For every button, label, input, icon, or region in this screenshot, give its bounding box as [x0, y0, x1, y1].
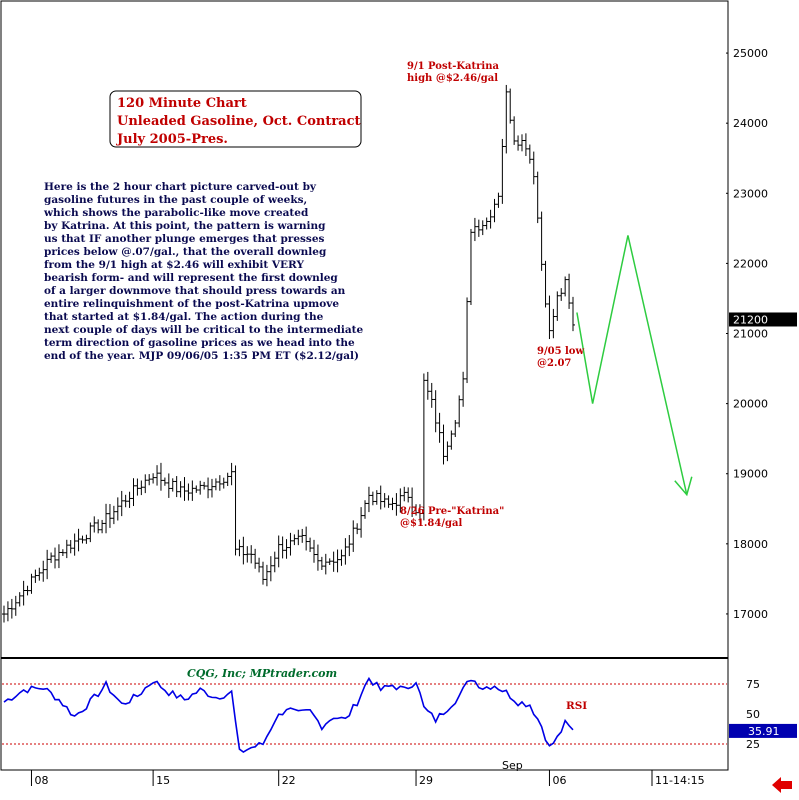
last-price-box [729, 312, 797, 327]
title-box-frame [109, 90, 362, 148]
x-axis-month: Sep [502, 759, 523, 772]
annotation-text: 9/1 Post-Katrina [407, 61, 499, 72]
commentary-line: of a larger downmove that should press t… [44, 285, 346, 297]
rsi-credit: CQG, Inc; MPtrader.com [187, 667, 337, 680]
time-readout: 11-14:15 [655, 774, 705, 787]
commentary-line: us that IF another plunge emerges that p… [44, 233, 325, 245]
annotation-text: @$1.84/gal [400, 518, 462, 529]
price-y-axis: 25000 24000 23000 22000 21000 20000 19000 18000… [726, 47, 797, 621]
x-tick-label: 06 [552, 774, 566, 787]
scroll-left-arrow-icon[interactable] [767, 771, 798, 799]
title-box: 120 Minute Chart Unleaded Gasoline, Oct.… [109, 90, 362, 148]
rsi-label: RSI [566, 700, 587, 712]
price-y-tick-label: 17000 [733, 608, 768, 621]
projection-arrow [576, 235, 693, 497]
rsi-pane-frame [0, 657, 729, 771]
commentary-line: which shows the parabolic-like move crea… [43, 207, 309, 219]
title-line-2: Unleaded Gasoline, Oct. Contract [117, 114, 361, 129]
x-tick-label: 15 [156, 774, 170, 787]
title-line-1: 120 Minute Chart [117, 96, 247, 111]
annotation-text: 8/26 Pre-"Katrina" [400, 506, 504, 517]
x-tick-label: 08 [34, 774, 48, 787]
projection-arrowhead [674, 476, 693, 497]
price-y-tick-label: 18000 [733, 538, 768, 551]
annotation-text: 9/05 low [537, 346, 584, 357]
rsi-y-tick-label: 25 [746, 738, 760, 751]
annotation-text: high @$2.46/gal [407, 73, 498, 84]
commentary-line: that started at $1.84/gal. The action du… [44, 311, 324, 323]
projection-line [576, 235, 688, 495]
price-y-tick-label: 23000 [733, 187, 768, 200]
rsi-y-tick-label: 50 [746, 708, 760, 721]
commentary-line: bearish form- and will represent the fir… [44, 272, 338, 284]
commentary-line: end of the year. MJP 09/06/05 1:35 PM ET… [44, 350, 359, 362]
price-y-tick-label: 19000 [733, 468, 768, 481]
commentary-text: Here is the 2 hour chart picture carved-… [43, 181, 363, 362]
price-y-tick-label: 21000 [733, 328, 768, 341]
x-axis: 08 15 22 29 06 [30, 770, 653, 787]
commentary-line: by Katrina. At this point, the pattern i… [44, 220, 326, 232]
rsi-line [3, 676, 574, 754]
commentary-line: from the 9/1 high at $2.46 will exhibit … [44, 259, 304, 271]
commentary-line: term direction of gasoline prices as we … [44, 337, 355, 349]
commentary-line: prices below @.07/gal., that the overall… [44, 246, 327, 258]
price-bars [2, 84, 575, 623]
price-y-tick-label: 22000 [733, 257, 768, 270]
commentary-line: next couple of days will be critical to … [44, 324, 363, 336]
rsi-last-box [729, 723, 797, 738]
last-price-label: 21200 [733, 313, 768, 326]
price-y-tick-label: 24000 [733, 117, 768, 130]
x-tick-label: 29 [419, 774, 433, 787]
rsi-series [3, 676, 574, 754]
title-line-3: July 2005-Pres. [116, 132, 228, 147]
price-y-tick-label: 20000 [733, 398, 768, 411]
scroll-arrow-shape[interactable] [772, 777, 792, 793]
annotation-text: @2.07 [537, 358, 571, 369]
commentary-line: entire relinquishment of the post-Katrin… [44, 298, 339, 310]
price-y-tick-label: 25000 [733, 47, 768, 60]
rsi-y-tick-label: 75 [746, 678, 760, 691]
commentary-line: Here is the 2 hour chart picture carved-… [44, 181, 317, 193]
commentary-line: gasoline futures in the past couple of w… [44, 194, 307, 206]
x-tick-label: 22 [282, 774, 296, 787]
rsi-last-label: 35.91 [748, 725, 780, 738]
